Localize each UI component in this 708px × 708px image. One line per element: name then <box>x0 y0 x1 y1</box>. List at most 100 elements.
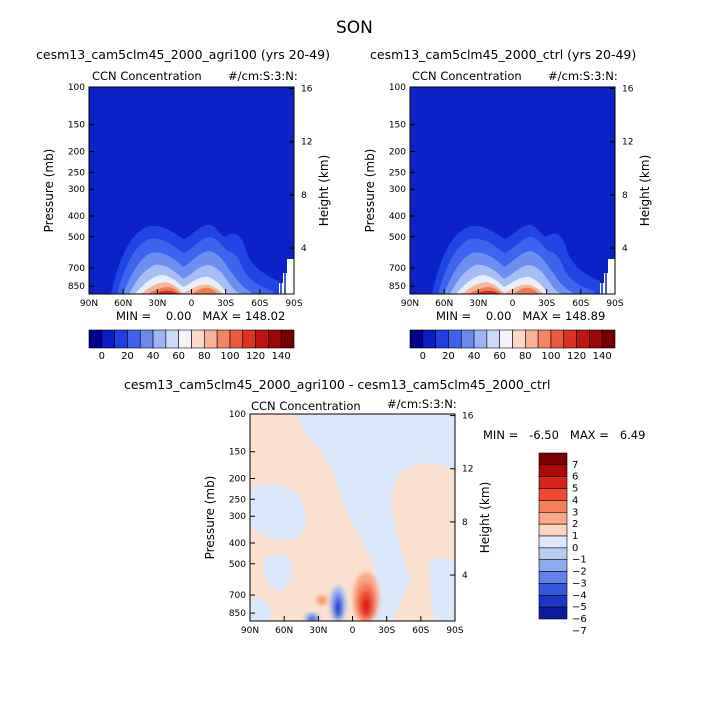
colorbar-label: 20 <box>121 351 134 362</box>
x-tick-label: 30N <box>148 299 166 309</box>
colorbar-swatch <box>88 329 103 349</box>
y-tick-label: 150 <box>68 121 85 131</box>
y-right-axis-label: Height (km) <box>638 155 652 226</box>
y-right-tick-label: 16 <box>622 85 634 95</box>
panel1-colorbar: 0 20 40 60 80 100 120 140 <box>88 329 295 362</box>
colorbar-swatch <box>538 488 568 501</box>
y-right-tick-label: 12 <box>301 138 312 148</box>
y-axis-label: Pressure (mb) <box>203 476 217 560</box>
x-tick-label: 30S <box>217 299 234 309</box>
x-tick-label: 60N <box>275 626 293 636</box>
y-tick-label: 200 <box>229 474 246 484</box>
colorbar-label: −1 <box>572 555 587 566</box>
x-tick-label: 90S <box>606 299 623 309</box>
y-right-tick-label: 16 <box>462 412 474 422</box>
y-tick-label: 500 <box>68 233 85 243</box>
colorbar-swatch <box>178 329 192 349</box>
y-tick-label: 400 <box>229 539 246 549</box>
colorbar-swatch <box>473 329 488 349</box>
colorbar-label: 100 <box>541 351 560 362</box>
y-axis-label: Pressure (mb) <box>42 149 56 233</box>
y-tick-label: 150 <box>389 121 406 131</box>
colorbar-label: −2 <box>572 567 587 578</box>
y-tick-label: 100 <box>229 410 246 420</box>
panel2-axes: 90N 60N 30N 0 30S 60S 90S 100 150 200 250 300 400 500… <box>363 83 652 309</box>
y-tick-label: 400 <box>389 212 406 222</box>
panel2-subtitle-right: #/cm:S:3:N: <box>548 69 618 83</box>
x-tick-label: 60N <box>114 299 132 309</box>
colorbar-swatch <box>538 571 568 584</box>
colorbar-label: 6 <box>572 472 578 483</box>
colorbar-swatch <box>563 329 577 349</box>
colorbar-label: 120 <box>567 351 586 362</box>
colorbar-swatch <box>216 329 231 349</box>
y-right-tick-label: 4 <box>301 244 307 254</box>
y-right-tick-label: 8 <box>301 191 307 201</box>
y-tick-label: 200 <box>68 147 85 157</box>
colorbar-swatch <box>538 583 568 596</box>
y-right-tick-label: 4 <box>622 244 628 254</box>
y-tick-label: 200 <box>389 147 406 157</box>
panel3-minmax: MIN = -6.50 MAX = 6.49 <box>483 428 646 442</box>
colorbar-swatch <box>537 329 552 349</box>
colorbar-label: 1 <box>572 531 578 542</box>
colorbar-swatch <box>538 523 568 537</box>
panel1-axes: 90N 60N 30N 0 30S 60S 90S 100 150 200 250 300 400 500… <box>42 83 331 309</box>
colorbar-swatch <box>538 500 568 513</box>
panel1-title: cesm13_cam5clm45_2000_agri100 (yrs 20-49… <box>36 47 330 62</box>
x-tick-label: 30S <box>378 626 395 636</box>
panel3-title: cesm13_cam5clm45_2000_agri100 - cesm13_c… <box>124 377 551 392</box>
colorbar-swatch <box>460 329 475 349</box>
colorbar-label: 3 <box>572 507 578 518</box>
colorbar-swatch <box>165 329 179 349</box>
colorbar-swatch <box>114 329 128 349</box>
colorbar-swatch <box>550 329 565 349</box>
x-tick-label: 30S <box>538 299 555 309</box>
y-tick-label: 300 <box>229 512 246 522</box>
colorbar-swatch <box>139 329 154 349</box>
y-right-tick-label: 8 <box>622 191 628 201</box>
x-tick-label: 90N <box>241 626 259 636</box>
colorbar-label: 0 <box>99 351 105 362</box>
panel1-subtitle-left: CCN Concentration <box>92 69 202 83</box>
colorbar-swatch <box>525 329 539 349</box>
y-tick-label: 850 <box>229 609 246 619</box>
x-tick-label: 90N <box>80 299 98 309</box>
colorbar-swatch <box>512 329 526 349</box>
colorbar-label: −7 <box>572 626 587 637</box>
panel3-subtitle-left: CCN Concentration <box>251 399 361 413</box>
x-tick-label: 30N <box>469 299 487 309</box>
colorbar-swatch <box>448 329 462 349</box>
colorbar-swatch <box>538 559 568 572</box>
colorbar-label: −5 <box>572 602 587 613</box>
main-title: SON <box>336 18 373 38</box>
y-tick-label: 250 <box>68 168 85 178</box>
colorbar-label: −4 <box>572 590 587 601</box>
x-tick-label: 60S <box>251 299 268 309</box>
colorbar-swatch <box>486 329 500 349</box>
y-tick-label: 100 <box>68 83 85 93</box>
colorbar-label: 60 <box>493 351 506 362</box>
y-tick-label: 500 <box>389 233 406 243</box>
colorbar-label: 20 <box>442 351 455 362</box>
y-tick-label: 700 <box>389 264 406 274</box>
y-tick-label: 850 <box>68 282 85 292</box>
colorbar-label: 4 <box>572 495 578 506</box>
y-right-tick-label: 4 <box>462 571 468 581</box>
x-tick-label: 0 <box>189 299 195 309</box>
panel2-plot <box>409 86 616 295</box>
colorbar-swatch <box>268 329 282 349</box>
x-tick-label: 30N <box>309 626 327 636</box>
colorbar-swatch <box>204 329 218 349</box>
y-axis-label: Pressure (mb) <box>363 149 377 233</box>
y-tick-label: 100 <box>389 83 406 93</box>
colorbar-swatch <box>538 547 568 561</box>
colorbar-label: −6 <box>572 614 587 625</box>
y-right-tick-label: 8 <box>462 518 468 528</box>
colorbar-swatch <box>538 511 568 525</box>
colorbar-label: 100 <box>220 351 239 362</box>
x-tick-label: 0 <box>510 299 516 309</box>
colorbar-swatch <box>409 329 424 349</box>
